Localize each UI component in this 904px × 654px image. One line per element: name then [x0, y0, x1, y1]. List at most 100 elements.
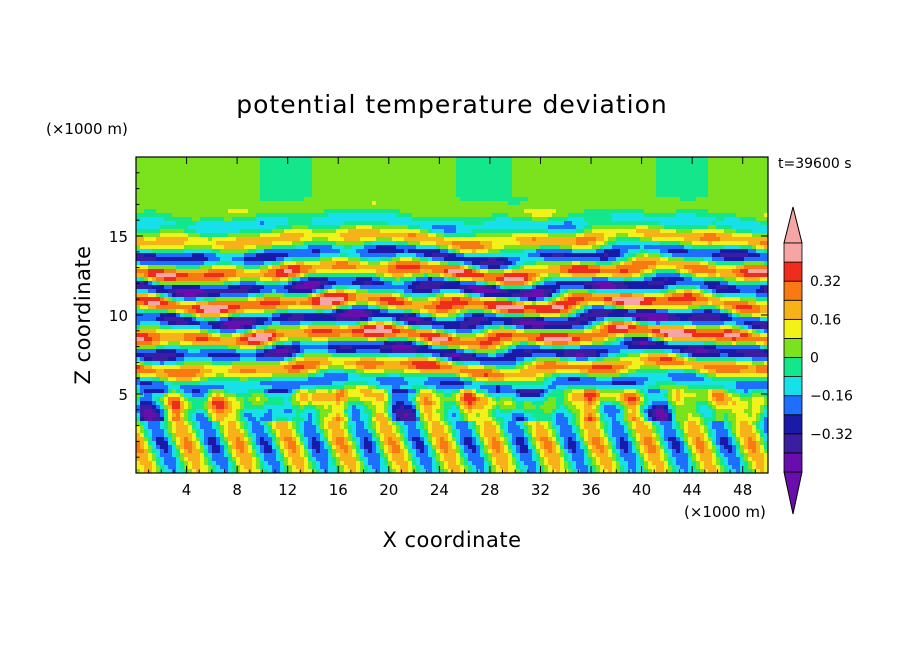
field-cell [224, 157, 229, 162]
field-cell [604, 209, 609, 214]
field-cell [464, 213, 469, 218]
field-cell [188, 253, 193, 258]
field-cell [696, 273, 701, 278]
field-cell [644, 165, 649, 170]
field-cell [336, 197, 341, 202]
field-cell [324, 165, 329, 170]
field-cell [312, 249, 317, 254]
field-cell [392, 245, 397, 250]
field-cell [412, 185, 417, 190]
field-cell [244, 197, 249, 202]
field-cell [324, 277, 329, 282]
field-cell [268, 165, 273, 170]
field-cell [348, 245, 353, 250]
field-cell [156, 213, 161, 218]
field-cell [508, 173, 513, 178]
field-cell [352, 281, 357, 286]
field-cell [380, 225, 385, 230]
field-cell [408, 265, 413, 270]
field-cell [276, 181, 281, 186]
field-cell [276, 217, 281, 222]
field-cell [468, 245, 473, 250]
field-cell [228, 225, 233, 230]
field-cell [260, 189, 265, 194]
field-cell [388, 169, 393, 174]
field-cell [276, 173, 281, 178]
field-cell [292, 161, 297, 166]
field-cell [208, 221, 213, 226]
field-cell [436, 269, 441, 274]
field-cell [416, 225, 421, 230]
field-cell [660, 265, 665, 270]
field-cell [532, 229, 537, 234]
field-cell [348, 165, 353, 170]
field-cell [184, 221, 189, 226]
field-cell [252, 233, 257, 238]
field-cell [228, 241, 233, 246]
field-cell [644, 189, 649, 194]
field-cell [348, 269, 353, 274]
field-cell [296, 265, 301, 270]
field-cell [224, 273, 229, 278]
field-cell [692, 253, 697, 258]
field-cell [384, 169, 389, 174]
field-cell [604, 193, 609, 198]
field-cell [200, 225, 205, 230]
field-cell [304, 277, 309, 282]
field-cell [268, 277, 273, 282]
field-cell [624, 253, 629, 258]
field-cell [616, 249, 621, 254]
field-cell [180, 245, 185, 250]
field-cell [244, 213, 249, 218]
field-cell [596, 273, 601, 278]
field-cell [396, 177, 401, 182]
field-cell [544, 269, 549, 274]
field-cell [744, 181, 749, 186]
field-cell [232, 213, 237, 218]
field-cell [244, 189, 249, 194]
field-cell [244, 181, 249, 186]
field-cell [576, 181, 581, 186]
field-cell [548, 261, 553, 266]
field-cell [240, 189, 245, 194]
field-cell [440, 277, 445, 282]
field-cell [376, 233, 381, 238]
field-cell [228, 257, 233, 262]
field-cell [144, 277, 149, 282]
field-cell [172, 181, 177, 186]
field-cell [712, 193, 717, 198]
field-cell [704, 185, 709, 190]
field-cell [748, 241, 753, 246]
field-cell [352, 157, 357, 162]
field-cell [504, 217, 509, 222]
field-cell [408, 161, 413, 166]
field-cell [244, 173, 249, 178]
field-cell [572, 229, 577, 234]
field-cell [712, 189, 717, 194]
field-cell [456, 261, 461, 266]
field-cell [272, 277, 277, 282]
field-cell [344, 261, 349, 266]
field-cell [356, 245, 361, 250]
field-cell [584, 209, 589, 214]
field-cell [328, 249, 333, 254]
field-cell [616, 209, 621, 214]
field-cell [148, 189, 153, 194]
field-cell [232, 261, 237, 266]
field-cell [632, 161, 637, 166]
field-cell [352, 253, 357, 258]
field-cell [148, 277, 153, 282]
field-cell [468, 269, 473, 274]
field-cell [516, 229, 521, 234]
field-cell [388, 261, 393, 266]
field-cell [532, 209, 537, 214]
field-cell [468, 213, 473, 218]
field-cell [572, 249, 577, 254]
field-cell [344, 241, 349, 246]
field-cell [204, 229, 209, 234]
field-cell [716, 233, 721, 238]
field-cell [540, 189, 545, 194]
field-cell [144, 181, 149, 186]
field-cell [160, 225, 165, 230]
field-cell [684, 201, 689, 206]
